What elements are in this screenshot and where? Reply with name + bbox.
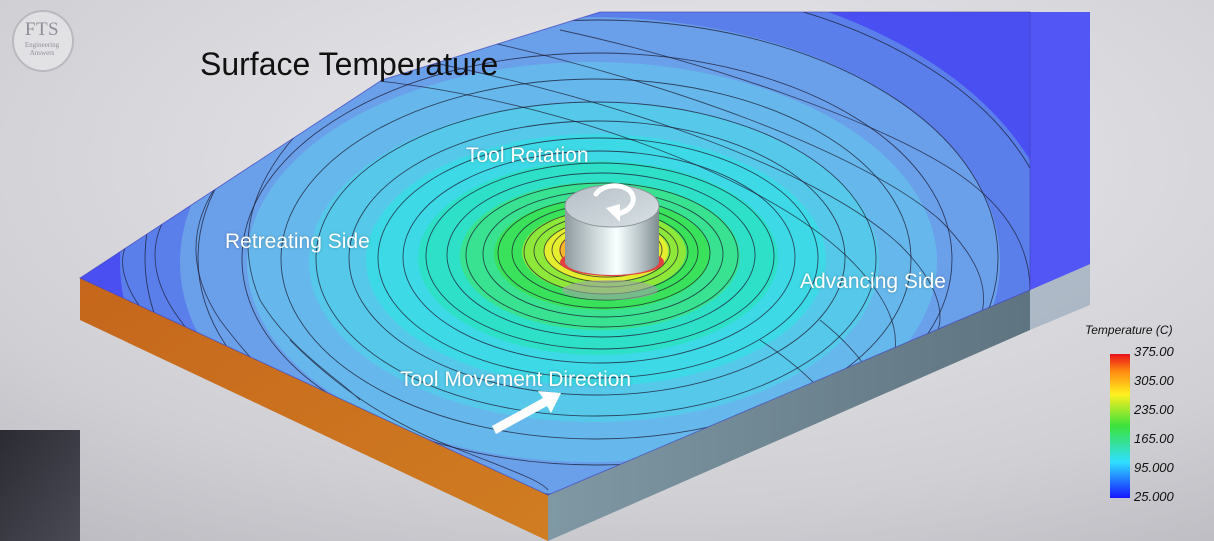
logo-subtext-1: Engineering (24, 41, 60, 49)
plate-top-strip (1030, 12, 1090, 290)
logo-text: FTS (24, 19, 60, 40)
advancing-side-label: Advancing Side (800, 270, 946, 293)
legend-tick-305: 305.00 (1134, 373, 1174, 388)
tool-movement-label: Tool Movement Direction (400, 368, 632, 391)
plate-side-right-far (1030, 264, 1090, 330)
legend-tick-375: 375.00 (1134, 344, 1174, 359)
tool-rotation-label: Tool Rotation (466, 144, 589, 167)
legend-colorbar (1110, 354, 1130, 498)
plate-side-right (548, 290, 1030, 541)
logo-subtext-2: Answers (29, 49, 55, 57)
tool-top (564, 184, 660, 228)
legend-tick-95: 95.000 (1134, 460, 1174, 475)
floor-shadow (0, 430, 80, 541)
logo-ring (12, 10, 74, 72)
logo: FTS Engineering Answers (12, 10, 76, 74)
legend-title: Temperature (C) (1085, 323, 1173, 337)
legend-tick-25: 25.000 (1134, 489, 1174, 504)
legend-tick-235: 235.00 (1134, 402, 1174, 417)
retreating-side-label: Retreating Side (225, 230, 370, 253)
legend-tick-165: 165.00 (1134, 431, 1174, 446)
movement-arrow-icon (492, 391, 561, 434)
rotation-arrow-icon (593, 183, 636, 222)
page-title: Surface Temperature (200, 46, 499, 82)
tool (560, 183, 664, 300)
plate-side-front (80, 278, 548, 541)
